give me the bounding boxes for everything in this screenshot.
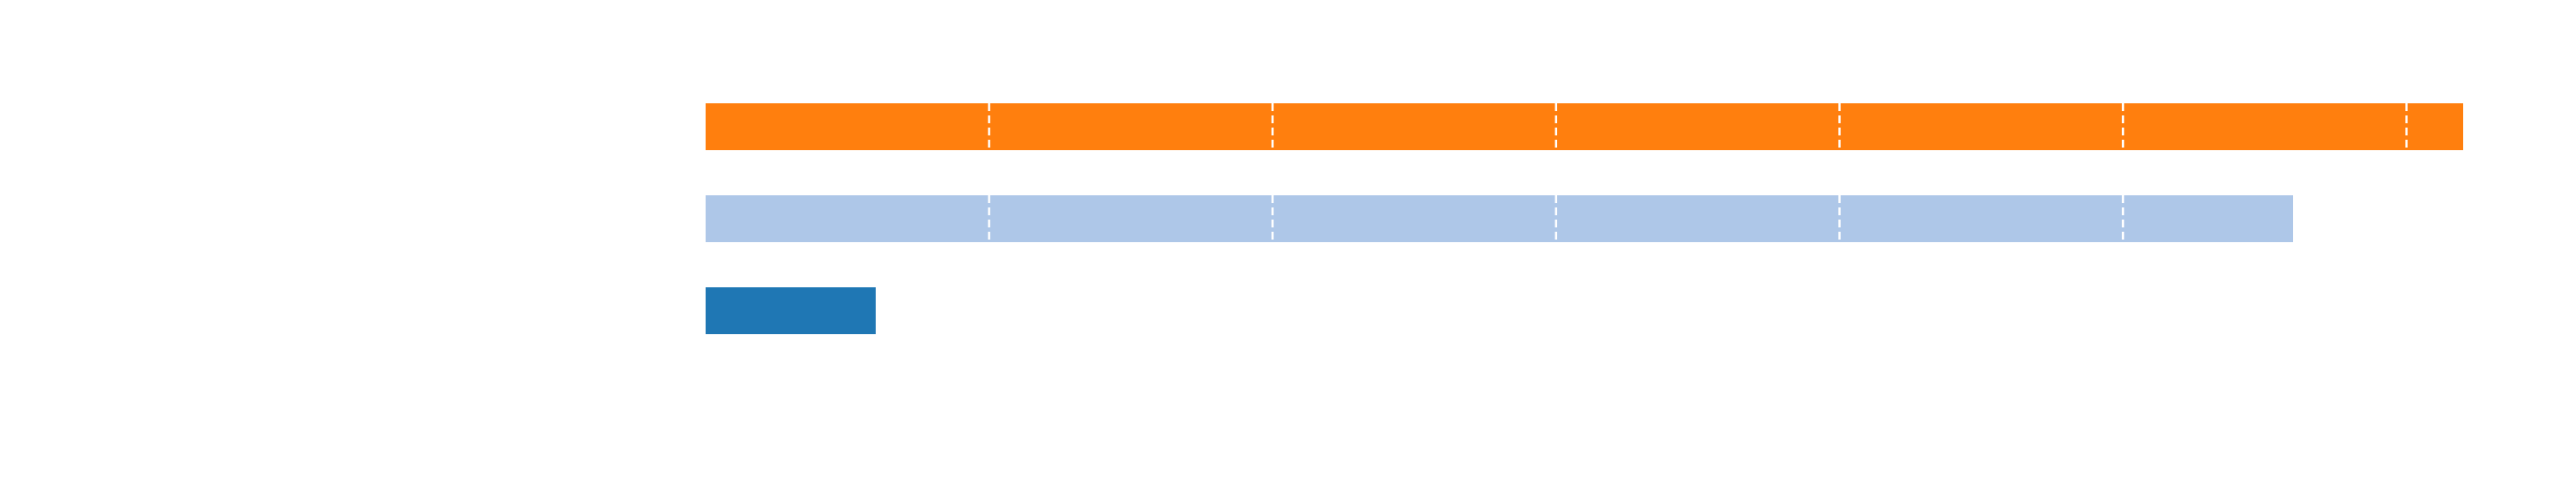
gridlines-layer (988, 103, 2408, 242)
bar-1 (706, 195, 2294, 242)
bar-0 (706, 103, 2463, 150)
bar-2 (706, 287, 876, 334)
bars-layer (706, 103, 2463, 334)
